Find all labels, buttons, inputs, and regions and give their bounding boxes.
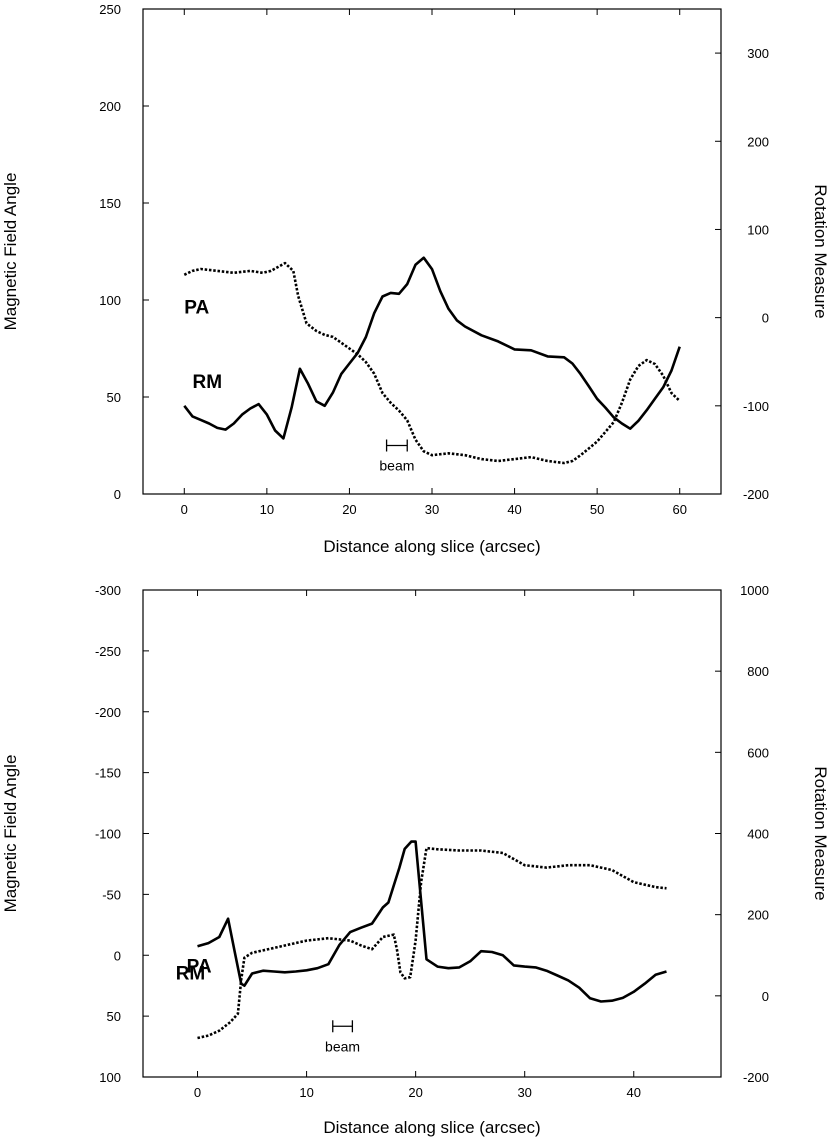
x-tick-label: 20 (408, 1085, 422, 1100)
x-tick-label: 50 (590, 502, 604, 517)
y-tick-label: 100 (99, 1070, 121, 1085)
y2-tick-label: 200 (747, 908, 769, 923)
x-tick-label: 40 (507, 502, 521, 517)
y-tick-label: -50 (102, 887, 121, 902)
x-tick-label: 20 (342, 502, 356, 517)
plot-frame (142, 589, 722, 1078)
series-label-rm: RM (193, 372, 223, 393)
y2-tick-label: 100 (747, 222, 769, 237)
series-label-pa: PA (184, 298, 209, 319)
y2-tick-label: 0 (762, 989, 769, 1004)
y-tick-label: -200 (95, 705, 121, 720)
series-line-pa (197, 846, 667, 1040)
bottom-panel: 0 10 20 30 40 100 50 0 -50 -100 -150 -200 -250 -300 -2… (1, 583, 830, 1137)
series-label-pa: PA (187, 956, 212, 977)
x-tick-label: 60 (672, 502, 686, 517)
y2-tick-label: -100 (743, 399, 769, 414)
series-label-rm: RM (176, 964, 206, 985)
y2-axis-title: Rotation Measure (811, 766, 830, 900)
beam-label: beam (325, 1038, 360, 1054)
y-tick-label: 200 (99, 99, 121, 114)
y-axis-title: Magnetic Field Angle (1, 755, 20, 913)
y-tick-label: -250 (95, 644, 121, 659)
y-axis-title: Magnetic Field Angle (1, 173, 20, 331)
series-line-rm (183, 256, 681, 440)
series-line-pa (183, 261, 681, 465)
x-tick-label: 0 (194, 1085, 201, 1100)
x-tick-label: 10 (260, 502, 274, 517)
x-tick-label: 30 (517, 1085, 531, 1100)
beam-marker (385, 439, 408, 452)
y-tick-label: 50 (107, 1009, 121, 1024)
plot-frame (142, 8, 722, 495)
y2-tick-label: 800 (747, 664, 769, 679)
y2-tick-label: -200 (743, 1070, 769, 1085)
y-tick-label: 0 (114, 948, 121, 963)
beam-marker (332, 1020, 354, 1033)
y2-tick-label: 200 (747, 134, 769, 149)
y2-axis-title: Rotation Measure (811, 184, 830, 318)
y-tick-label: -100 (95, 827, 121, 842)
beam-label: beam (379, 458, 414, 474)
y-tick-label: 150 (99, 196, 121, 211)
y-tick-label: 50 (107, 390, 121, 405)
top-panel: 0 10 20 30 40 50 60 0 50 100 150 200 250 -200 -100 0 100… (1, 2, 830, 556)
y-tick-label: 250 (99, 2, 121, 17)
series-line-rm (197, 840, 667, 1003)
y2-tick-label: -200 (743, 487, 769, 502)
y2-tick-label: 0 (762, 311, 769, 326)
y-tick-label: -300 (95, 583, 121, 598)
y-tick-label: 100 (99, 293, 121, 308)
x-axis-title: Distance along slice (arcsec) (323, 537, 540, 556)
y2-tick-label: 600 (747, 745, 769, 760)
x-tick-label: 40 (627, 1085, 641, 1100)
y-tick-label: -150 (95, 766, 121, 781)
x-tick-label: 30 (425, 502, 439, 517)
y2-tick-label: 300 (747, 46, 769, 61)
y-tick-label: 0 (114, 487, 121, 502)
x-tick-label: 0 (181, 502, 188, 517)
x-tick-label: 10 (299, 1085, 313, 1100)
y2-tick-label: 1000 (740, 583, 769, 598)
y2-tick-label: 400 (747, 827, 769, 842)
x-axis-title: Distance along slice (arcsec) (323, 1118, 540, 1137)
